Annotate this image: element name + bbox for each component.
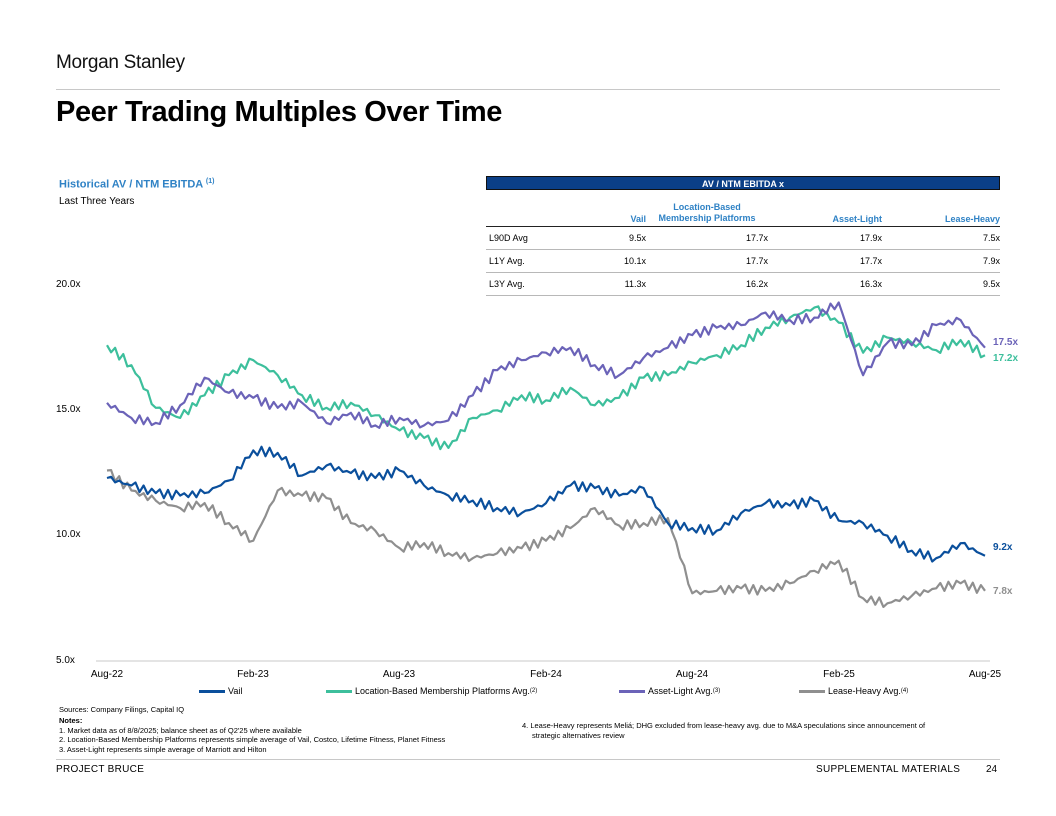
note-item: 1. Market data as of 8/8/2025; balance s…	[59, 725, 302, 735]
legend-label: Asset-Light Avg.	[648, 686, 713, 696]
legend-item-vail: Vail	[199, 686, 242, 696]
project-name: PROJECT BRUCE	[56, 764, 145, 775]
multiples-summary-table: AV / NTM EBITDA x Vail Location-Based Me…	[486, 176, 1000, 296]
table-cell: 17.7x	[745, 256, 768, 266]
legend-item-asset-light: Asset-Light Avg. (3)	[619, 686, 720, 696]
sources-note: Sources: Company Filings, Capital IQ	[59, 705, 185, 714]
top-divider	[56, 89, 1000, 90]
x-tick-label: Feb-23	[237, 669, 269, 680]
x-tick-label: Feb-25	[823, 669, 855, 680]
x-tick-label: Feb-24	[530, 669, 562, 680]
note-item: 2. Location-Based Membership Platforms r…	[59, 735, 446, 744]
chart-title-text: Historical AV / NTM EBITDA	[59, 178, 203, 191]
legend-swatch	[326, 689, 352, 693]
legend-note: (3)	[712, 688, 721, 694]
bottom-divider	[56, 759, 1000, 760]
chart-subtitle: Last Three Years	[59, 196, 135, 207]
table-col-header: Asset-Light	[832, 214, 883, 224]
y-tick-label: 5.0x	[56, 655, 75, 666]
notes-block: Notes: 1. Market data as of 8/8/2025; ba…	[59, 716, 445, 754]
end-label-lease-heavy: 7.8x	[993, 586, 1013, 597]
x-tick-label: Aug-23	[382, 669, 416, 680]
morgan-stanley-logo: Morgan Stanley	[56, 52, 185, 73]
y-tick-label: 20.0x	[56, 279, 81, 290]
end-label-location-based: 17.2x	[993, 353, 1019, 364]
note-item-4: 4. Lease-Heavy represents Meliá; DHG exc…	[522, 721, 962, 740]
table-row: L3Y Avg. 11.3x 16.2x 16.3x 9.5x	[486, 273, 1000, 296]
y-tick-label: 15.0x	[56, 404, 81, 415]
legend-note: (4)	[900, 688, 909, 694]
table-cell: L90D Avg	[489, 233, 528, 243]
note-4-line: 4. Lease-Heavy represents Meliá; DHG exc…	[522, 721, 926, 730]
table-cell: 17.7x	[745, 233, 768, 243]
table-row: L90D Avg 9.5x 17.7x 17.9x 7.5x	[486, 227, 1000, 250]
table-cell: 16.2x	[745, 279, 768, 289]
end-label-vail: 9.2x	[993, 542, 1013, 553]
legend-label: Location-Based Membership Platforms Avg.	[355, 686, 530, 696]
notes-title: Notes:	[59, 716, 83, 725]
table-cell: 9.5x	[982, 279, 1000, 289]
y-tick-label: 10.0x	[56, 529, 81, 540]
end-label-asset-light: 17.5x	[993, 337, 1019, 348]
series-line-asset-light-avg	[106, 301, 986, 429]
legend-label: Vail	[228, 686, 243, 696]
table-cell: 10.1x	[623, 256, 646, 266]
x-tick-label: Aug-22	[90, 669, 124, 680]
section-label: SUPPLEMENTAL MATERIALS	[816, 764, 961, 775]
table-header-row: Vail Location-Based Membership Platforms…	[486, 190, 1000, 227]
table-row: L1Y Avg. 10.1x 17.7x 17.7x 7.9x	[486, 250, 1000, 273]
x-tick-label: Aug-25	[968, 669, 1002, 680]
table-col-header: Lease-Heavy	[944, 214, 1000, 224]
table-cell: 7.5x	[982, 233, 1000, 243]
legend-item-location-based: Location-Based Membership Platforms Avg.…	[326, 686, 537, 696]
page-title: Peer Trading Multiples Over Time	[56, 96, 502, 128]
legend-swatch	[619, 689, 645, 693]
table-cell: 17.7x	[859, 256, 882, 266]
table-banner: AV / NTM EBITDA x	[486, 176, 1000, 190]
series-line-location-based-membership-platforms-avg	[106, 305, 986, 451]
legend-swatch	[199, 689, 225, 693]
table-cell: 11.3x	[624, 279, 646, 289]
table-cell: 7.9x	[982, 256, 1000, 266]
chart-title-note: (1)	[205, 178, 215, 185]
series-line-lease-heavy-avg	[106, 469, 986, 608]
note-item: 3. Asset-Light represents simple average…	[59, 744, 267, 754]
series-line-vail	[106, 445, 986, 563]
table-cell: 17.9x	[859, 233, 882, 243]
series-group	[106, 301, 986, 608]
chart-title: Historical AV / NTM EBITDA (1)	[59, 178, 214, 191]
table-cell: L3Y Avg.	[489, 279, 525, 289]
page-number: 24	[986, 764, 998, 775]
note-4-line: strategic alternatives review	[532, 730, 625, 740]
x-tick-label: Aug-24	[675, 669, 709, 680]
table-col-header: Location-Based Membership Platforms	[658, 202, 756, 223]
table-cell: L1Y Avg.	[489, 256, 525, 266]
legend-item-lease-heavy: Lease-Heavy Avg. (4)	[799, 686, 908, 696]
table-cell: 9.5x	[628, 233, 646, 243]
legend-note: (2)	[529, 688, 538, 694]
legend-label: Lease-Heavy Avg.	[828, 686, 901, 696]
table-col-header: Vail	[630, 214, 646, 224]
table-cell: 16.3x	[859, 279, 882, 289]
legend-swatch	[799, 689, 825, 693]
